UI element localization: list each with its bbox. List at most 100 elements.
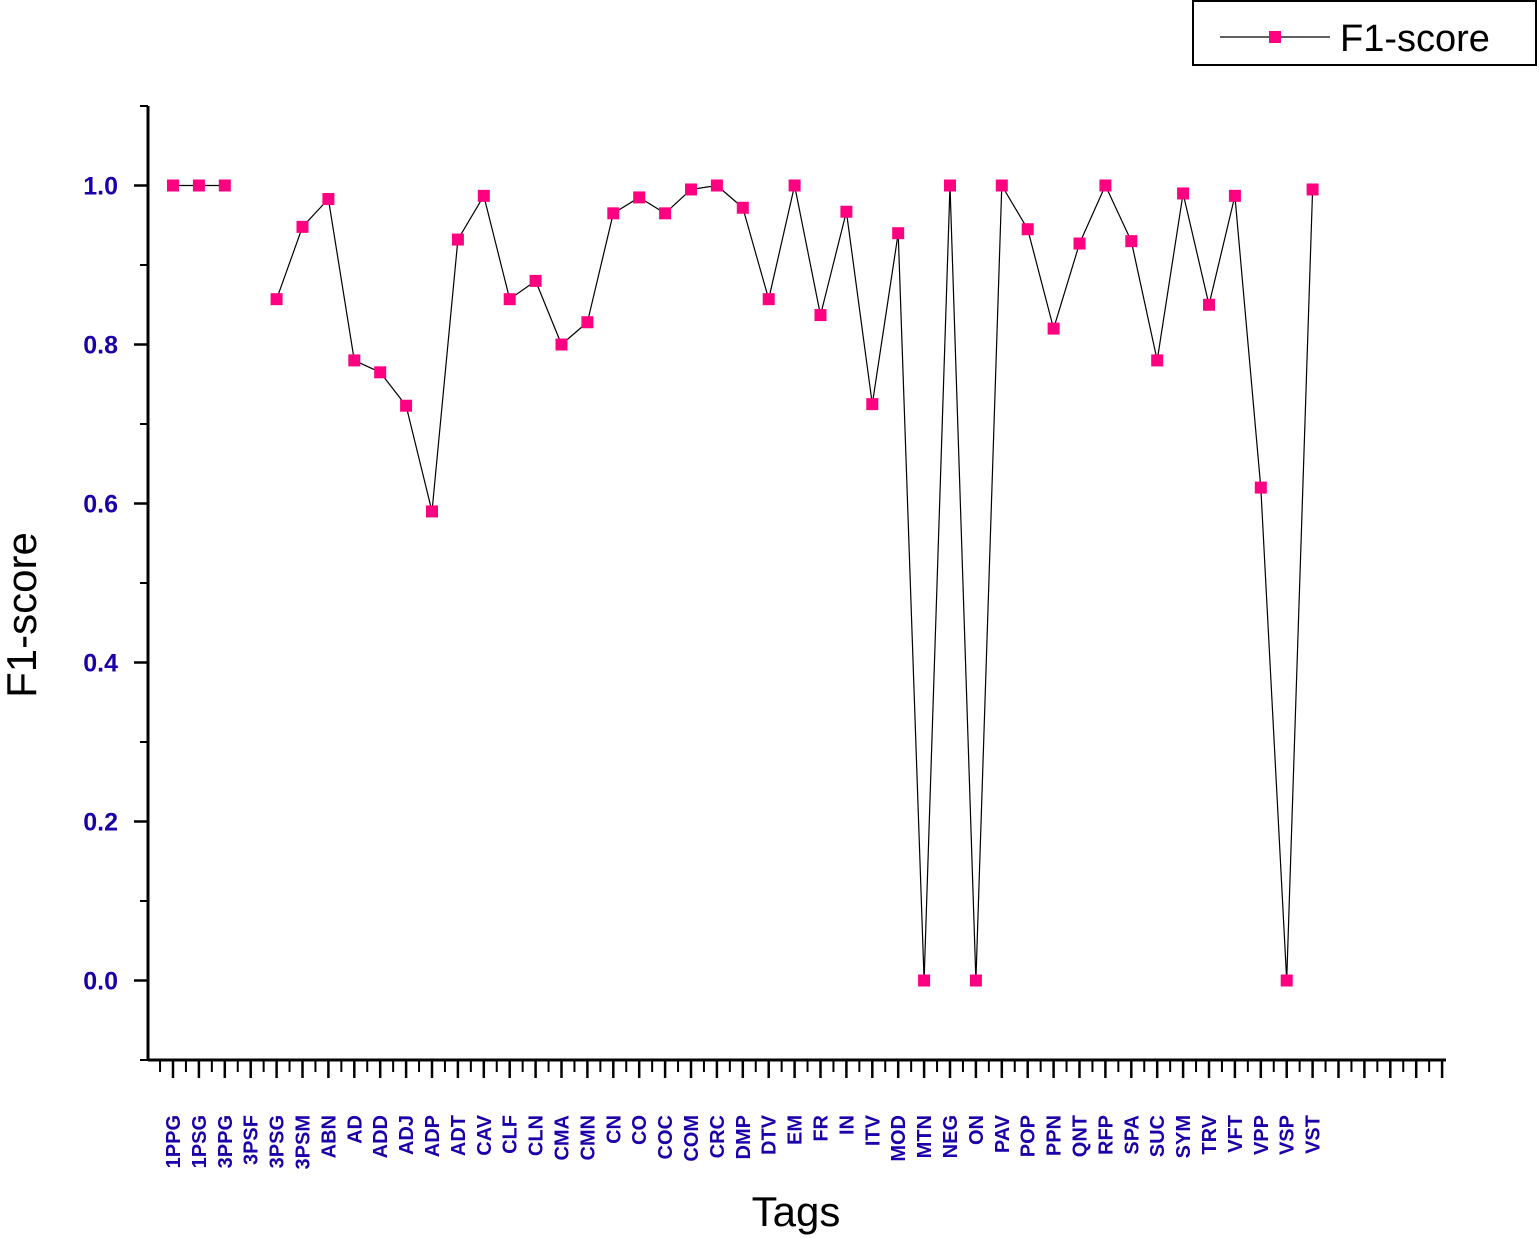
y-tick-label: 0.8 <box>83 332 118 360</box>
x-tick-label: 3PSG <box>267 1115 289 1168</box>
data-point <box>918 974 931 987</box>
x-tick-label: VPP <box>1251 1115 1273 1155</box>
series-segment <box>1130 241 1158 361</box>
series-segment <box>1260 487 1288 981</box>
data-point <box>503 293 516 306</box>
x-tick-label: CMA <box>552 1115 574 1161</box>
legend-box <box>1192 0 1537 66</box>
data-point <box>218 179 231 192</box>
legend-marker <box>1269 31 1281 43</box>
data-point <box>529 274 542 287</box>
data-point <box>581 316 594 329</box>
legend: F1-score <box>1192 0 1537 66</box>
x-tick-label: VFT <box>1225 1115 1247 1153</box>
x-tick-label: CN <box>603 1115 625 1144</box>
data-point <box>477 189 490 202</box>
series-segment <box>949 185 977 981</box>
data-point <box>633 191 646 204</box>
data-point <box>659 207 672 220</box>
data-point <box>685 183 697 196</box>
x-tick-label: ON <box>966 1115 988 1145</box>
data-point <box>710 179 723 192</box>
series-segment <box>1208 195 1236 305</box>
x-tick-label: 3PPG <box>215 1115 237 1168</box>
x-tick-label: ADJ <box>396 1115 418 1155</box>
data-point <box>1073 237 1086 250</box>
data-point <box>400 399 413 412</box>
x-tick-label: ITV <box>862 1114 884 1146</box>
x-tick-label: RFP <box>1095 1115 1117 1155</box>
data-point <box>840 205 853 218</box>
data-point <box>1099 179 1112 192</box>
y-tick-label: 0.4 <box>83 650 118 678</box>
data-point <box>451 233 464 246</box>
data-point <box>1021 223 1034 236</box>
data-point <box>322 193 335 206</box>
series-segment <box>1053 243 1081 329</box>
x-tick-label: MTN <box>914 1115 936 1158</box>
series-segment <box>794 185 822 316</box>
data-point <box>167 179 179 192</box>
x-tick-label: ADP <box>422 1115 444 1157</box>
series-segment <box>1182 193 1210 305</box>
series-segment <box>897 233 925 981</box>
data-point <box>1177 187 1190 200</box>
data-point <box>348 354 361 367</box>
series-segment <box>1078 185 1106 244</box>
x-tick-label: CAV <box>474 1114 496 1155</box>
series-segment <box>975 185 1003 981</box>
series-segment <box>535 280 563 345</box>
x-axis-title: Tags <box>752 1188 841 1235</box>
x-tick-label: ADT <box>448 1115 470 1156</box>
data-point <box>192 179 205 192</box>
legend-label: F1-score <box>1340 18 1490 60</box>
data-point <box>969 974 982 987</box>
data-point <box>1125 235 1138 248</box>
series-segment <box>1234 195 1262 488</box>
data-point <box>866 398 879 411</box>
data-point <box>1151 354 1164 367</box>
data-point <box>1047 322 1060 335</box>
y-axis-title: F1-score <box>0 532 45 698</box>
x-tick-label: COC <box>655 1115 677 1159</box>
x-tick-label: IN <box>836 1115 858 1135</box>
series-segment <box>871 233 899 405</box>
series-segment <box>457 195 485 240</box>
series-f1-score <box>167 179 1319 987</box>
series-segment <box>923 185 951 981</box>
x-tick-label: SPA <box>1121 1115 1143 1155</box>
data-point <box>995 179 1008 192</box>
x-tick-label: TRV <box>1199 1114 1221 1154</box>
x-tick-label: MOD <box>888 1115 910 1162</box>
x-tick-label: EM <box>785 1115 807 1145</box>
data-point <box>374 366 387 379</box>
series-segment <box>1104 185 1132 242</box>
y-tick-label: 0.6 <box>83 491 118 519</box>
x-tick-label: CLF <box>500 1115 522 1154</box>
y-tick-label: 0.2 <box>83 809 118 837</box>
x-axis: 1PPG 1PSG 3PPG 3PSF 3PSG 3PSM ABN AD ADD ADJ ADP AD… <box>148 1058 1446 1169</box>
y-tick-label: 1.0 <box>83 173 118 201</box>
x-tick-label: COM <box>681 1115 703 1162</box>
data-point <box>1228 189 1241 202</box>
data-point <box>892 227 905 240</box>
data-point <box>1280 974 1293 987</box>
x-tick-label: 1PPG <box>163 1115 185 1168</box>
series-segment <box>431 239 459 512</box>
series-segment <box>742 207 770 300</box>
x-tick-label: AD <box>344 1115 366 1144</box>
data-point <box>426 505 438 518</box>
data-point <box>270 293 283 306</box>
data-point <box>1306 183 1319 196</box>
x-tick-label: SYM <box>1173 1115 1195 1158</box>
series-segment <box>845 211 873 405</box>
series-segment <box>1027 229 1055 329</box>
x-tick-label: SUC <box>1147 1115 1169 1157</box>
series-segment <box>819 211 847 316</box>
series-segment <box>768 185 796 300</box>
data-point <box>944 179 956 192</box>
series-segment <box>327 198 355 361</box>
x-tick-label: PPN <box>1044 1115 1066 1156</box>
x-tick-label: CMN <box>577 1115 599 1161</box>
